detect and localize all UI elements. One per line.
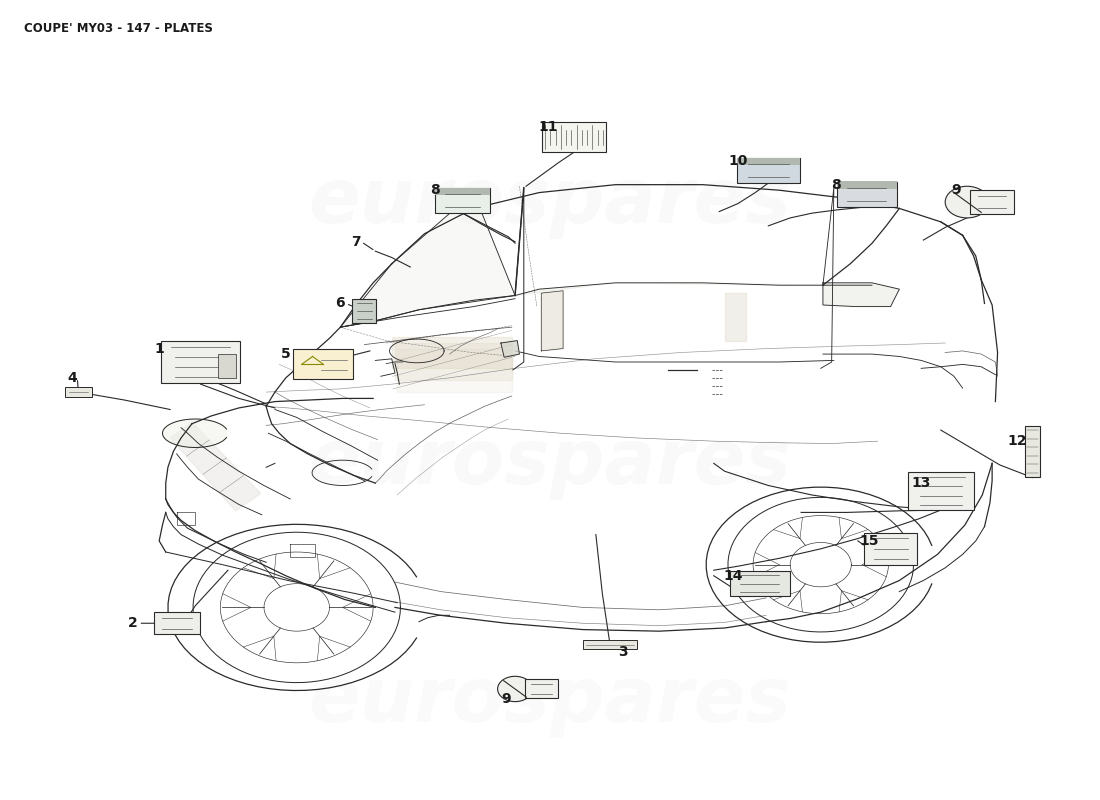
Bar: [970, 190, 1014, 214]
Bar: [154, 612, 199, 634]
Bar: [542, 122, 606, 152]
Bar: [162, 342, 240, 382]
Circle shape: [497, 676, 532, 702]
Polygon shape: [515, 283, 872, 295]
Bar: [436, 188, 490, 213]
Text: 13: 13: [912, 476, 931, 490]
Text: 4: 4: [67, 371, 77, 385]
Bar: [65, 387, 91, 398]
Bar: [865, 533, 916, 565]
Text: eurospares: eurospares: [309, 426, 791, 500]
Text: 15: 15: [859, 534, 879, 548]
Text: 2: 2: [128, 616, 138, 630]
Bar: [837, 182, 896, 207]
Text: eurospares: eurospares: [309, 664, 791, 738]
Circle shape: [945, 186, 989, 218]
Text: 12: 12: [1008, 434, 1027, 448]
Bar: [583, 640, 637, 650]
Text: 11: 11: [538, 120, 558, 134]
Polygon shape: [541, 290, 563, 351]
Polygon shape: [397, 349, 512, 392]
Text: 10: 10: [728, 154, 748, 168]
Bar: [293, 350, 353, 379]
Text: 6: 6: [336, 297, 345, 310]
Bar: [737, 158, 800, 166]
Text: 1: 1: [154, 342, 164, 355]
Bar: [352, 299, 376, 323]
Polygon shape: [392, 337, 512, 368]
Bar: [436, 188, 490, 195]
Bar: [837, 182, 896, 189]
Bar: [218, 354, 235, 378]
Polygon shape: [340, 193, 515, 327]
Text: eurospares: eurospares: [309, 165, 791, 239]
Bar: [1025, 426, 1041, 477]
Polygon shape: [725, 293, 747, 341]
Polygon shape: [395, 343, 512, 380]
Text: 14: 14: [724, 569, 744, 582]
Bar: [525, 679, 558, 698]
Text: 8: 8: [430, 183, 440, 198]
Bar: [729, 571, 790, 596]
Text: 5: 5: [280, 347, 290, 361]
Text: 9: 9: [952, 183, 961, 198]
Text: 8: 8: [832, 178, 840, 192]
Bar: [737, 158, 800, 183]
Bar: [909, 472, 974, 510]
Text: 7: 7: [351, 234, 361, 249]
Polygon shape: [170, 422, 261, 511]
Polygon shape: [163, 419, 227, 447]
Polygon shape: [823, 283, 900, 306]
Text: COUPE' MY03 - 147 - PLATES: COUPE' MY03 - 147 - PLATES: [24, 22, 212, 34]
Text: 3: 3: [618, 645, 628, 658]
Polygon shape: [500, 341, 519, 358]
Text: 9: 9: [502, 692, 512, 706]
